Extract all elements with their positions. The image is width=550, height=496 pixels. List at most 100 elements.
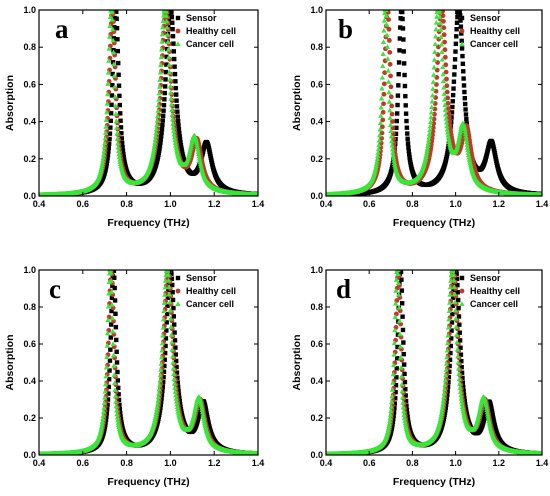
data-point bbox=[430, 79, 436, 85]
data-point bbox=[108, 289, 115, 294]
data-point bbox=[375, 153, 381, 158]
data-point bbox=[101, 409, 107, 414]
data-point bbox=[114, 411, 120, 417]
data-point bbox=[101, 148, 107, 154]
data-point bbox=[171, 128, 177, 134]
data-point bbox=[115, 144, 121, 150]
legend-label: Cancer cell bbox=[470, 39, 518, 49]
data-point bbox=[446, 137, 452, 142]
data-point bbox=[163, 336, 169, 341]
y-tick-label: 0.4 bbox=[23, 117, 36, 127]
data-point bbox=[99, 160, 106, 165]
data-point bbox=[464, 144, 471, 150]
data-point bbox=[115, 378, 121, 383]
data-point bbox=[374, 158, 380, 164]
data-point bbox=[174, 364, 179, 370]
data-point bbox=[387, 49, 393, 55]
data-point bbox=[446, 110, 452, 116]
data-point bbox=[100, 154, 106, 160]
data-point bbox=[106, 57, 112, 63]
data-point bbox=[442, 39, 447, 45]
data-point bbox=[177, 134, 182, 139]
data-point bbox=[175, 114, 180, 119]
data-point bbox=[172, 71, 178, 77]
data-point bbox=[433, 26, 439, 32]
data-point bbox=[116, 151, 122, 157]
data-point bbox=[388, 128, 394, 134]
data-point bbox=[377, 132, 383, 138]
data-point bbox=[197, 157, 203, 163]
data-point bbox=[196, 151, 202, 157]
data-point bbox=[381, 27, 387, 33]
data-point bbox=[110, 26, 116, 32]
data-point bbox=[442, 102, 448, 107]
data-point bbox=[406, 148, 412, 154]
series-group bbox=[39, 10, 258, 196]
data-point bbox=[109, 93, 115, 98]
data-point bbox=[103, 364, 110, 370]
data-point bbox=[105, 397, 111, 402]
data-point bbox=[394, 118, 399, 124]
data-point bbox=[378, 112, 384, 118]
data-point bbox=[170, 282, 175, 288]
data-point bbox=[164, 311, 170, 317]
data-point bbox=[116, 60, 121, 66]
series-cancer-cell bbox=[39, 270, 258, 455]
data-point bbox=[103, 130, 109, 135]
data-point bbox=[173, 142, 179, 148]
data-point bbox=[110, 37, 116, 43]
data-point bbox=[401, 61, 407, 66]
data-point bbox=[104, 411, 110, 416]
data-point bbox=[430, 132, 435, 138]
data-point bbox=[157, 145, 162, 151]
data-point bbox=[454, 20, 460, 25]
data-point bbox=[160, 388, 165, 394]
data-point bbox=[114, 16, 119, 21]
legend-label: Healthy cell bbox=[186, 26, 236, 36]
data-point bbox=[397, 48, 402, 53]
data-point bbox=[430, 86, 436, 91]
data-point bbox=[165, 295, 171, 300]
data-point bbox=[105, 317, 111, 323]
data-point bbox=[384, 21, 390, 27]
data-point bbox=[427, 127, 433, 133]
data-point bbox=[109, 315, 115, 321]
data-point bbox=[388, 133, 394, 139]
data-point bbox=[458, 18, 463, 23]
data-point bbox=[450, 92, 456, 98]
data-point bbox=[104, 354, 110, 360]
data-point bbox=[117, 159, 123, 164]
data-point bbox=[446, 106, 451, 111]
data-point bbox=[114, 407, 120, 413]
data-point bbox=[165, 46, 171, 52]
data-point bbox=[151, 145, 157, 151]
data-point bbox=[159, 392, 165, 398]
data-point bbox=[199, 409, 206, 415]
data-point bbox=[388, 73, 393, 79]
data-point bbox=[156, 96, 162, 102]
data-point bbox=[461, 76, 466, 81]
data-point bbox=[387, 61, 393, 67]
data-point bbox=[164, 320, 169, 325]
data-point bbox=[432, 41, 438, 47]
data-point bbox=[387, 115, 393, 121]
data-point bbox=[151, 142, 158, 148]
plot-frame bbox=[38, 9, 259, 197]
data-point bbox=[455, 14, 460, 20]
data-point bbox=[120, 148, 126, 153]
data-point bbox=[105, 69, 111, 75]
data-point bbox=[391, 160, 398, 165]
data-point bbox=[155, 394, 162, 400]
data-point bbox=[169, 276, 175, 281]
data-point bbox=[118, 410, 123, 416]
data-point bbox=[169, 10, 174, 15]
data-point bbox=[172, 64, 177, 69]
data-point bbox=[452, 57, 458, 62]
data-point bbox=[405, 141, 411, 146]
data-point bbox=[171, 305, 176, 311]
data-point bbox=[116, 72, 121, 77]
legend-label: Sensor bbox=[470, 13, 501, 23]
data-point bbox=[108, 118, 113, 124]
data-point bbox=[178, 142, 184, 148]
